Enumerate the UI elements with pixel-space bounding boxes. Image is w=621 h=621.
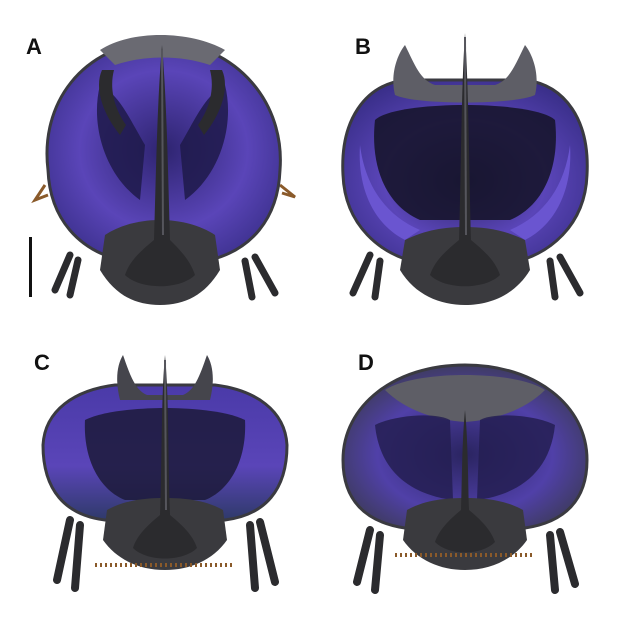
panel-label-d: D (358, 350, 374, 375)
panel-label-b: B (355, 34, 371, 59)
beetle-image-d (335, 350, 595, 610)
scale-bar (29, 237, 32, 297)
panel-label-c: C (34, 350, 50, 375)
beetle-image-a (30, 25, 300, 310)
beetle-image-c (35, 350, 295, 610)
panel-label-a: A (26, 34, 42, 59)
beetle-image-b (335, 25, 595, 310)
